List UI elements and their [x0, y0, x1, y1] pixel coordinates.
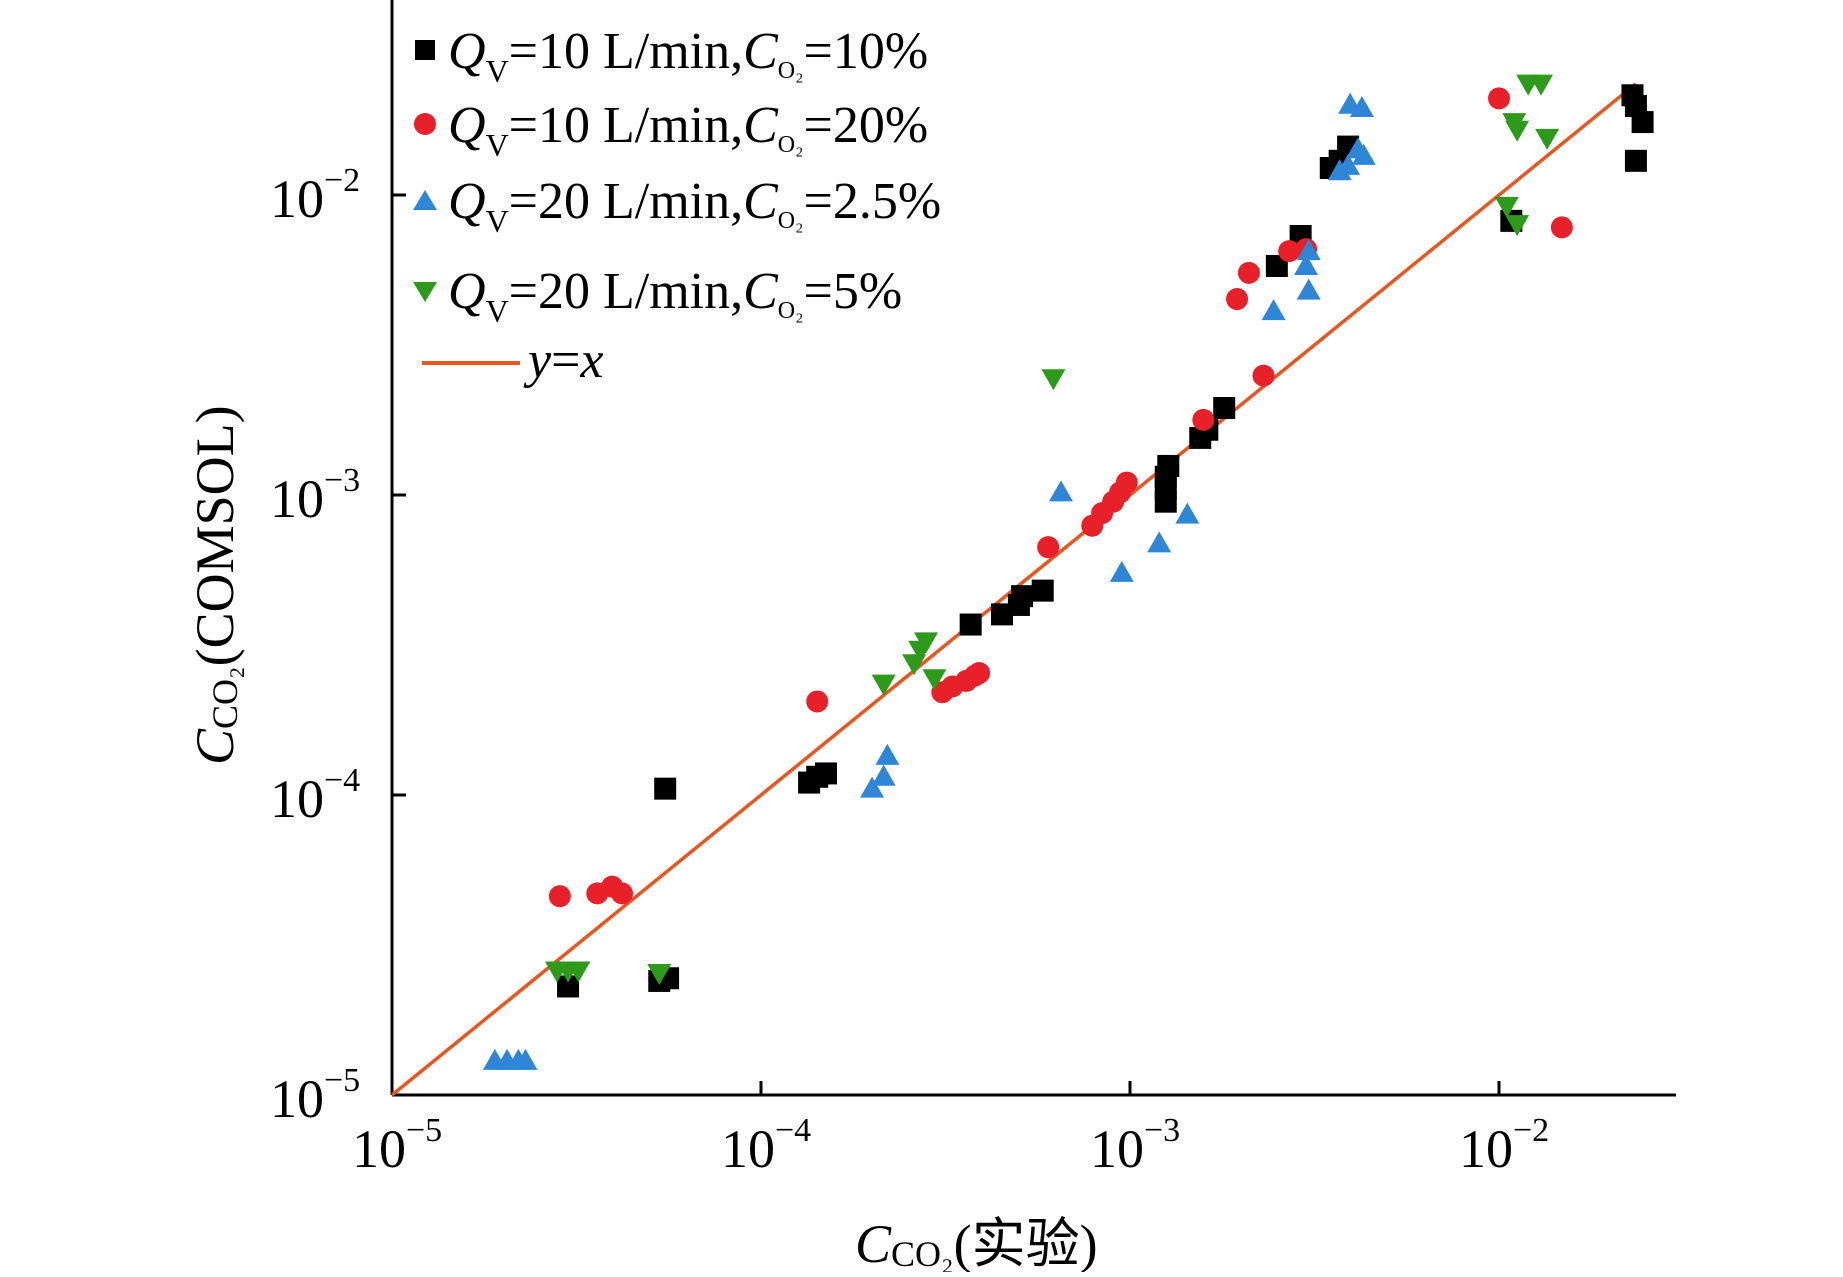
data-point [1261, 299, 1286, 321]
data-point [1226, 288, 1249, 311]
data-point [914, 632, 939, 654]
legend-item-series-2: QV=10 L/min,CO₂=20% [414, 97, 928, 163]
y-axis-label-suffix: (COMSOL) [185, 405, 245, 666]
data-point [1213, 396, 1236, 419]
ticks-layer: 10−5 10−4 10−3 10−2 10−5 10−4 10−3 10−2 [270, 162, 1549, 1179]
x-axis-label-suffix: (实验) [954, 1214, 1098, 1272]
y-axis-label-main: C [185, 728, 245, 765]
data-point [610, 882, 633, 905]
data-point [1278, 240, 1301, 263]
legend-item-series-1: QV=10 L/min,CO₂=10% [415, 23, 928, 89]
legend-label-series-4: QV=20 L/min,CO₂=5% [448, 263, 902, 329]
legend-label-series-1: QV=10 L/min,CO₂=10% [448, 23, 928, 89]
data-point [1631, 111, 1654, 134]
data-point [1147, 531, 1172, 553]
data-point [968, 662, 991, 685]
data-point [1336, 153, 1361, 175]
data-point [871, 674, 896, 696]
plot-frame [390, 0, 1676, 1097]
data-point [1624, 149, 1647, 172]
data-point [1037, 536, 1060, 559]
data-point [991, 603, 1014, 626]
y-tick-label: 10−3 [270, 462, 360, 529]
data-point [654, 777, 677, 800]
legend-item-reference-line: y=x [422, 332, 604, 389]
data-point [1031, 579, 1054, 602]
data-point [1529, 74, 1554, 96]
data-point [557, 975, 580, 998]
data-point [871, 764, 896, 786]
data-points-layer [482, 74, 1654, 1070]
data-point [1157, 454, 1180, 477]
data-point [647, 964, 672, 986]
legend-label-series-3: QV=20 L/min,CO₂=2.5% [448, 173, 941, 239]
data-point [1488, 87, 1510, 110]
legend-label-reference-line: y=x [523, 332, 604, 389]
data-point [1237, 261, 1260, 284]
x-tick-label: 10−4 [721, 1112, 811, 1179]
data-point [1252, 364, 1275, 387]
data-point [1115, 471, 1138, 494]
data-point [566, 961, 591, 983]
data-point [1192, 408, 1215, 431]
data-point [513, 1048, 538, 1070]
data-point [1109, 560, 1134, 582]
data-point [1505, 120, 1530, 142]
data-point [806, 690, 829, 713]
x-tick-label: 10−2 [1459, 1112, 1549, 1179]
legend: QV=10 L/min,CO₂=10% QV=10 L/min,CO₂=20% … [413, 23, 941, 389]
data-point [1550, 216, 1573, 239]
y-axis-label-sub: CO₂ [205, 666, 245, 729]
data-point [1048, 480, 1073, 502]
data-point [1505, 215, 1530, 237]
data-point [1349, 95, 1374, 117]
data-point [860, 776, 885, 798]
data-point [1296, 239, 1321, 261]
legend-marker-square [415, 40, 435, 60]
x-tick-label: 10−3 [1090, 1112, 1180, 1179]
data-point [1296, 278, 1321, 300]
data-point [1175, 502, 1200, 524]
y-axis-label: CCO₂(COMSOL) [185, 405, 245, 765]
y-tick-label: 10−5 [270, 1062, 360, 1129]
legend-marker-triangle-up [413, 190, 437, 210]
data-point [875, 743, 900, 765]
y-tick-label: 10−4 [270, 762, 360, 829]
data-point [1265, 254, 1288, 277]
data-point [1535, 128, 1560, 150]
data-point [1346, 137, 1371, 159]
x-axis-label-sub: CO₂ [891, 1234, 954, 1272]
data-point [959, 613, 982, 636]
data-point [1041, 369, 1066, 391]
series-1 [557, 84, 1654, 998]
legend-label-series-2: QV=10 L/min,CO₂=20% [448, 97, 928, 163]
y-tick-label: 10−2 [270, 162, 360, 229]
data-point [1494, 196, 1519, 218]
x-axis-label: CCO₂(实验) [855, 1214, 1098, 1272]
x-tick-label: 10−5 [352, 1112, 442, 1179]
series-4 [545, 74, 1560, 986]
legend-item-series-3: QV=20 L/min,CO₂=2.5% [413, 173, 941, 239]
data-point [548, 885, 571, 908]
data-point [814, 762, 837, 785]
data-point [1294, 253, 1319, 275]
x-axis-label-main: C [855, 1214, 892, 1272]
legend-item-series-4: QV=20 L/min,CO₂=5% [413, 263, 902, 329]
legend-marker-circle [414, 113, 436, 135]
series-3 [482, 92, 1376, 1070]
series-2 [548, 87, 1573, 908]
data-point [1011, 585, 1034, 608]
data-point [922, 669, 947, 691]
legend-marker-triangle-down [413, 282, 437, 302]
